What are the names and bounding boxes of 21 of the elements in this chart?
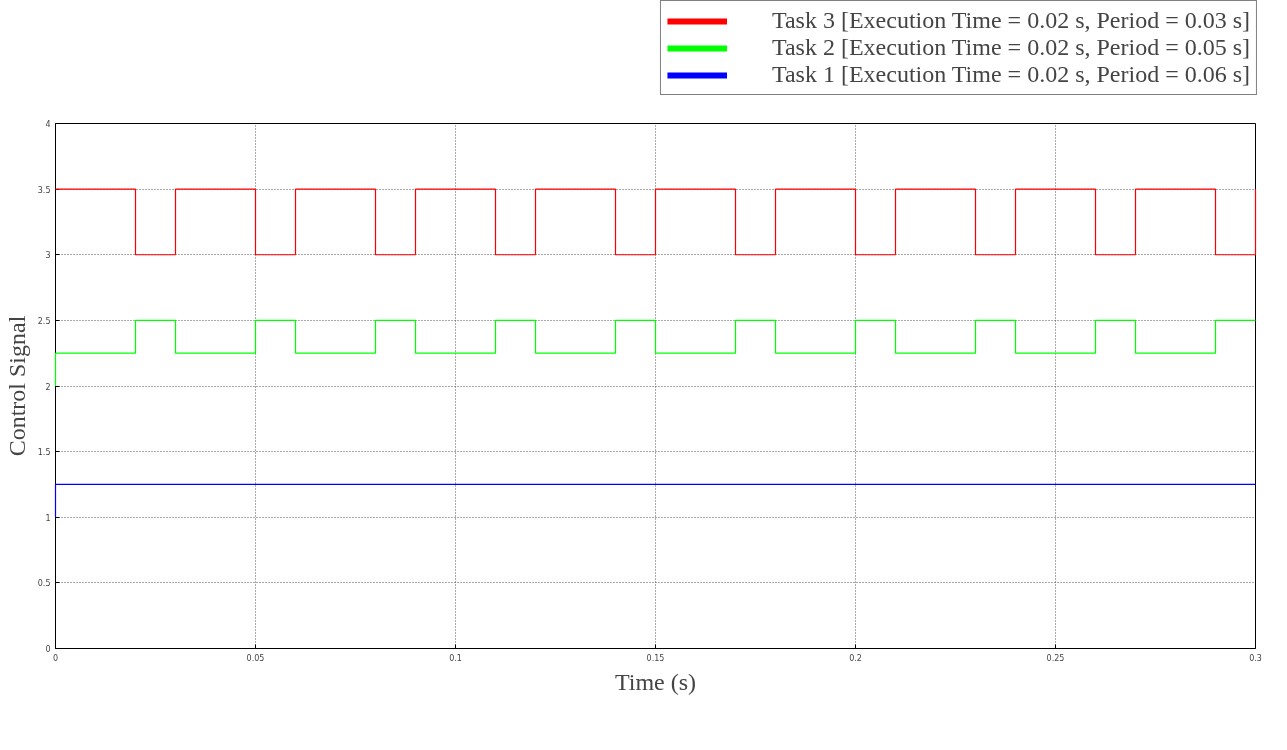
y-tick-label: 3.5 bbox=[37, 185, 51, 195]
x-axis-title: Time (s) bbox=[614, 668, 697, 695]
legend-label: Task 3 [Execution Time = 0.02 s, Period = 0.03 s] bbox=[771, 7, 1250, 34]
x-tick-label: 0.3 bbox=[1249, 653, 1262, 663]
legend-label: Task 2 [Execution Time = 0.02 s, Period = 0.05 s] bbox=[771, 34, 1250, 61]
y-tick-label: 1 bbox=[45, 513, 51, 523]
x-tick-label: 0.15 bbox=[646, 653, 665, 663]
legend-label: Task 1 [Execution Time = 0.02 s, Period = 0.06 s] bbox=[771, 61, 1250, 88]
x-tick-label: 0 bbox=[52, 653, 59, 663]
y-tick-label: 3 bbox=[45, 251, 51, 261]
y-axis-title: Control Signal bbox=[3, 315, 30, 457]
x-tick-label: 0.05 bbox=[246, 653, 265, 663]
x-tick-label: 0.25 bbox=[1046, 653, 1065, 663]
y-tick-label: 0.5 bbox=[37, 579, 51, 589]
y-tick-label: 4 bbox=[45, 120, 51, 129]
x-tick-label: 0.2 bbox=[849, 653, 862, 663]
x-tick-label: 0.1 bbox=[449, 653, 462, 663]
y-tick-label: 1.5 bbox=[37, 448, 51, 458]
y-tick-label: 0 bbox=[45, 645, 51, 654]
y-tick-label: 2 bbox=[45, 382, 51, 392]
y-tick-label: 2.5 bbox=[37, 316, 51, 326]
